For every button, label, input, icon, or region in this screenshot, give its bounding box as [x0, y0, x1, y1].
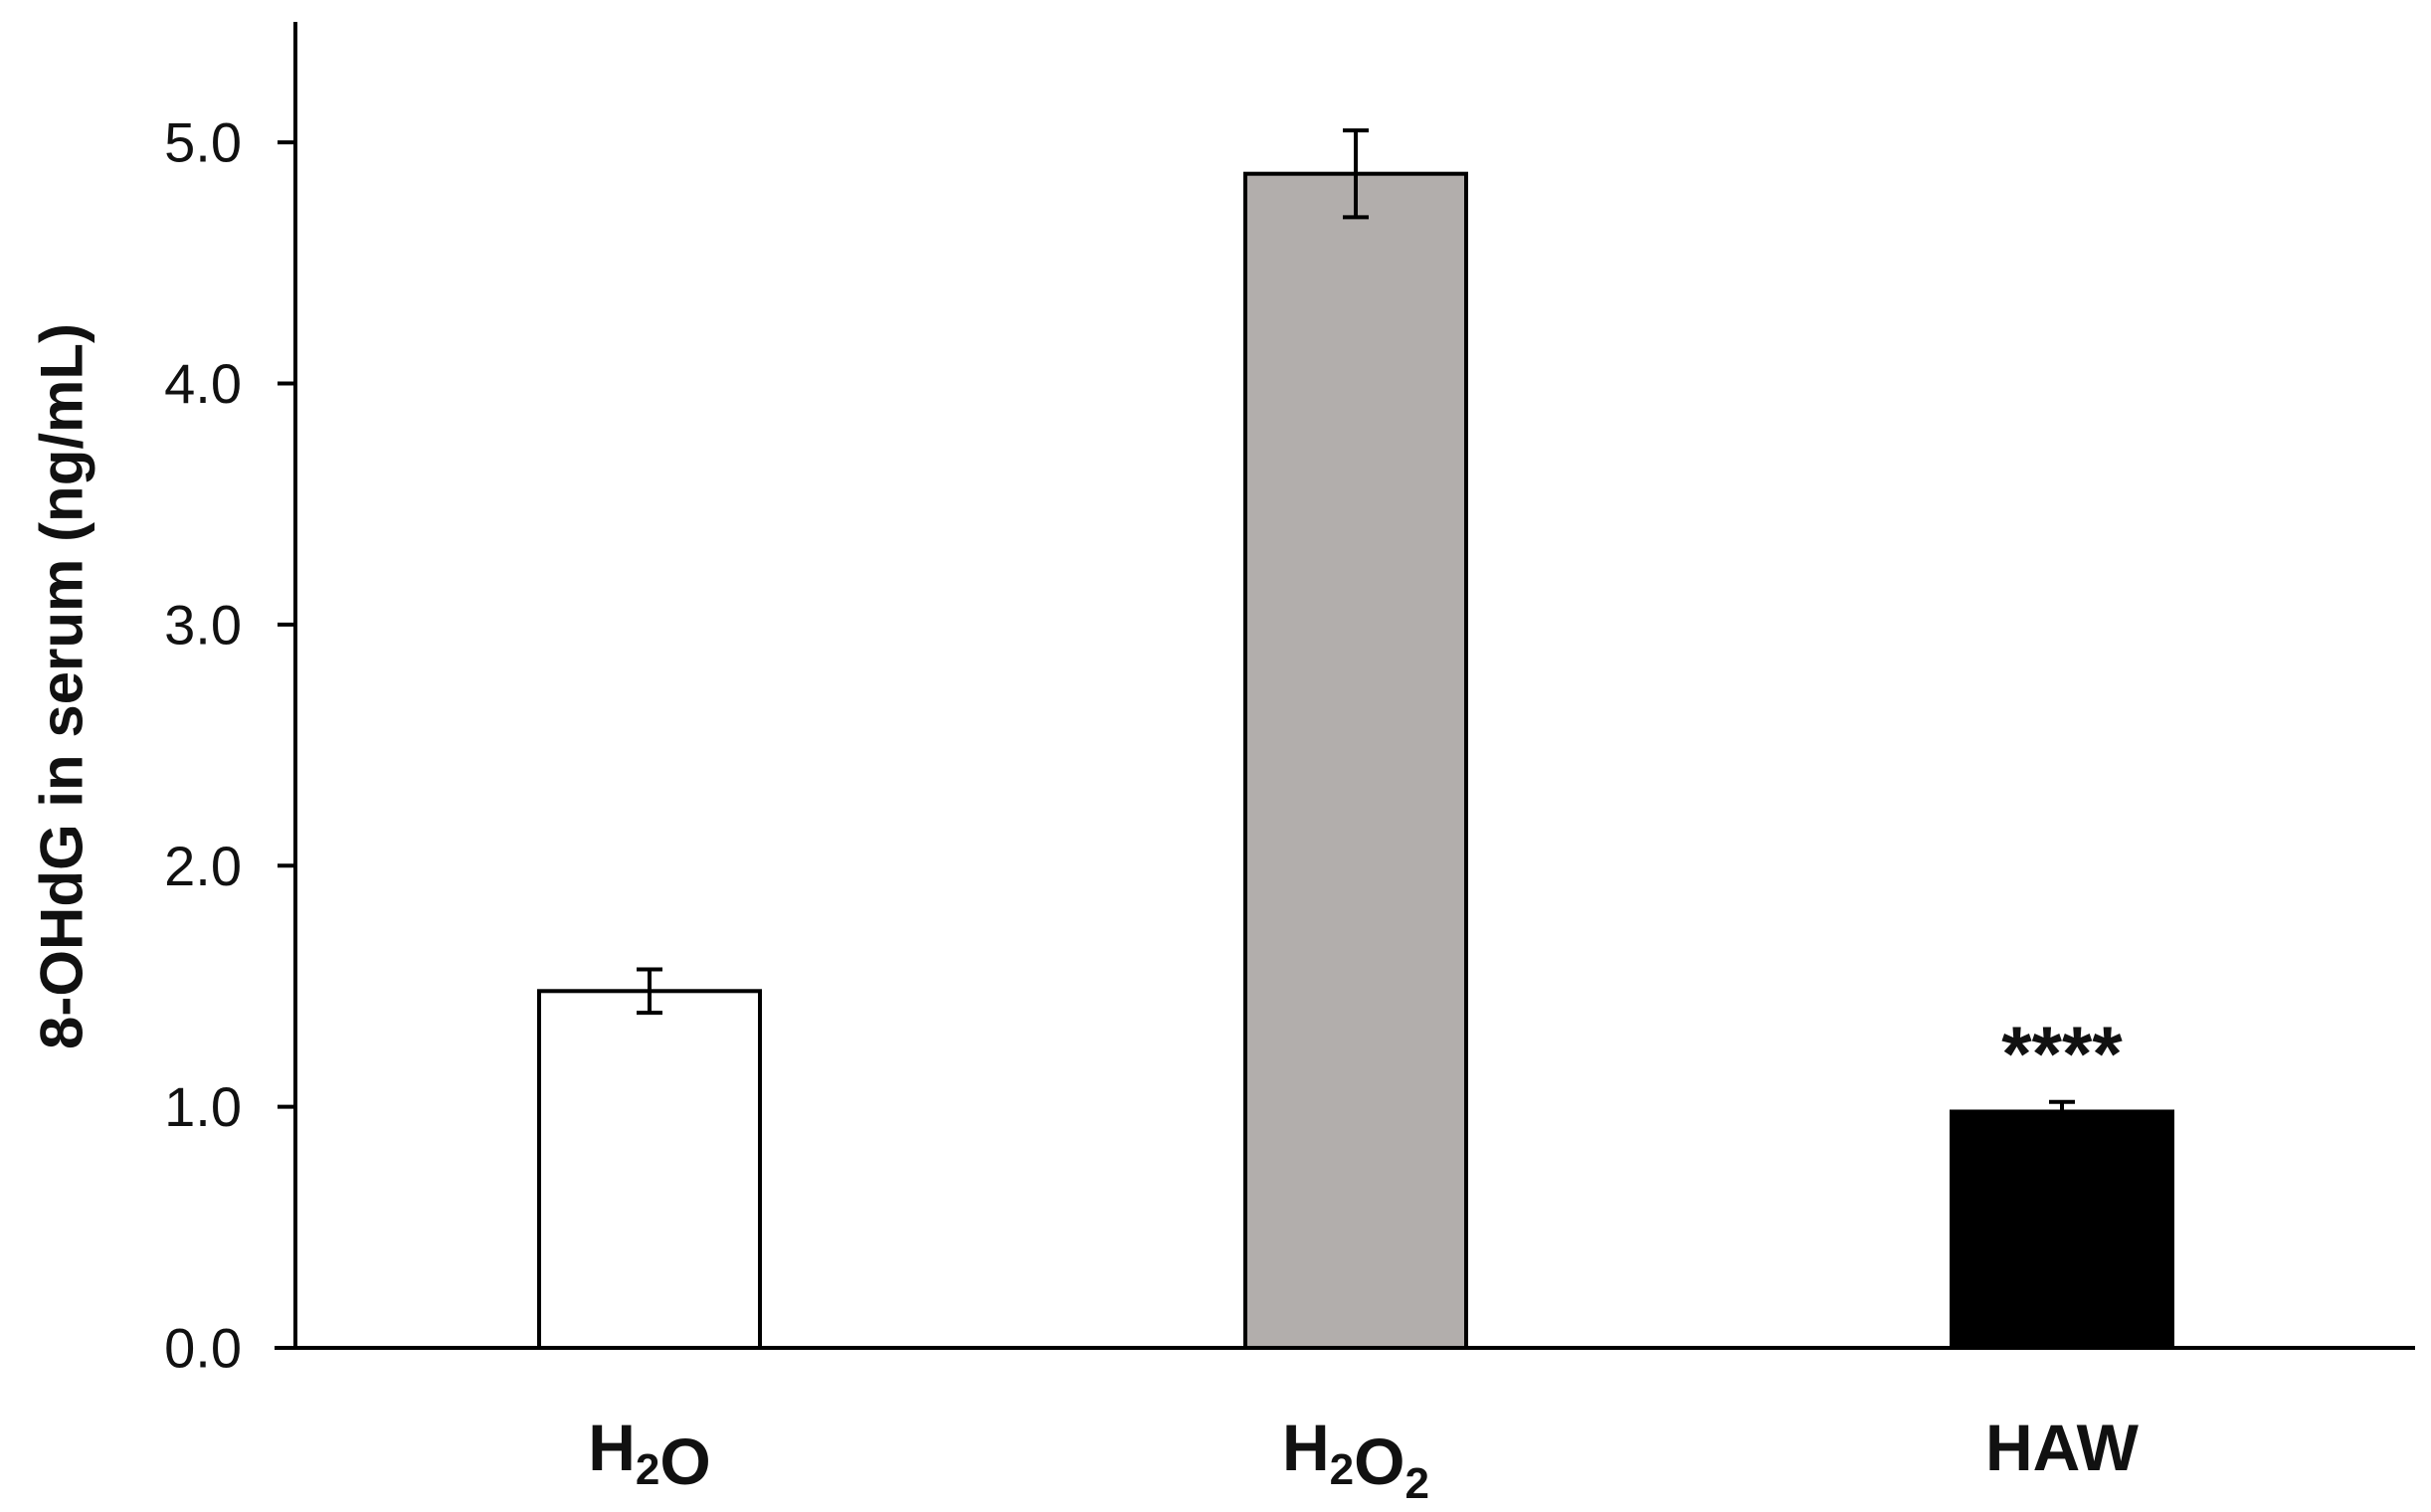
y-tick-label-0: 0.0 [164, 1317, 242, 1380]
x-category-label-1: H2O2 [1282, 1411, 1429, 1507]
y-tick-label-3: 3.0 [164, 593, 242, 656]
axes-layer [275, 22, 2415, 1350]
subscript: 2 [636, 1445, 659, 1494]
bar-1 [1243, 171, 1468, 1350]
y-tick-label-5: 5.0 [164, 111, 242, 174]
y-axis-title: 8-OHdG in serum (ng/mL) [29, 323, 95, 1049]
label-part: HAW [1985, 1411, 2140, 1484]
y-tick-label-4: 4.0 [164, 352, 242, 415]
label-part: H [588, 1411, 636, 1484]
x-category-label-0: H2O [588, 1411, 711, 1498]
bar-2 [1950, 1109, 2174, 1350]
y-tick-label-2: 2.0 [164, 835, 242, 897]
bars-layer [537, 171, 2174, 1350]
subscript: 2 [1405, 1459, 1429, 1507]
label-part: O [1354, 1424, 1404, 1498]
error-bar-1 [1343, 128, 1369, 220]
error-bar-2 [2049, 1099, 2075, 1124]
bar-0 [537, 989, 762, 1350]
error-bars-layer [637, 128, 2075, 1124]
significance-label-2: **** [2001, 1010, 2123, 1097]
label-part: O [659, 1424, 710, 1498]
x-category-label-2: HAW [1985, 1411, 2140, 1484]
label-part: H [1282, 1411, 1330, 1484]
subscript: 2 [1330, 1445, 1354, 1494]
y-tick-label-1: 1.0 [164, 1075, 242, 1138]
labels-layer: 0.0 1.0 2.0 3.0 4.0 5.0 8-OHdG in serum (ng/mL… [29, 111, 2140, 1508]
error-bar-0 [637, 967, 662, 1016]
